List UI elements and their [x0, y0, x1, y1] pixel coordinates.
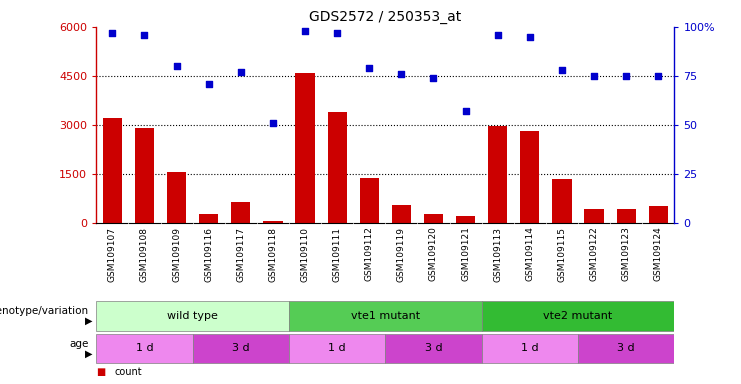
Bar [456, 215, 475, 223]
Text: genotype/variation: genotype/variation [0, 306, 89, 316]
Bar [617, 209, 636, 223]
Bar [199, 214, 219, 223]
Text: 1 d: 1 d [136, 343, 153, 354]
Bar [585, 209, 604, 223]
Bar [328, 112, 347, 223]
Point [299, 28, 311, 34]
Bar [648, 207, 668, 223]
Point [203, 81, 215, 87]
Point [107, 30, 119, 36]
Point [620, 73, 632, 79]
Bar [289, 334, 385, 363]
Text: wild type: wild type [167, 311, 218, 321]
Text: GSM109118: GSM109118 [268, 227, 277, 281]
Bar [231, 202, 250, 223]
Text: GSM109112: GSM109112 [365, 227, 373, 281]
Bar [193, 334, 289, 363]
Bar [482, 334, 578, 363]
Text: GSM109110: GSM109110 [301, 227, 310, 281]
Text: GSM109122: GSM109122 [590, 227, 599, 281]
Text: GSM109115: GSM109115 [557, 227, 566, 281]
Bar [488, 126, 508, 223]
Text: GSM109109: GSM109109 [172, 227, 181, 281]
Bar [359, 178, 379, 223]
Bar [96, 301, 289, 331]
Bar [103, 118, 122, 223]
Point [267, 120, 279, 126]
Text: ■: ■ [96, 367, 105, 377]
Text: GSM109124: GSM109124 [654, 227, 662, 281]
Point [331, 30, 343, 36]
Point [139, 31, 150, 38]
Bar [289, 301, 482, 331]
Title: GDS2572 / 250353_at: GDS2572 / 250353_at [309, 10, 462, 25]
Point [652, 73, 664, 79]
Text: count: count [115, 367, 142, 377]
Text: GSM109114: GSM109114 [525, 227, 534, 281]
Text: 3 d: 3 d [232, 343, 250, 354]
Point [524, 34, 536, 40]
Bar [96, 334, 193, 363]
Bar [385, 334, 482, 363]
Text: GSM109113: GSM109113 [494, 227, 502, 281]
Point [363, 65, 375, 71]
Text: age: age [70, 339, 89, 349]
Bar [135, 128, 154, 223]
Bar [392, 205, 411, 223]
Text: vte2 mutant: vte2 mutant [543, 311, 613, 321]
Text: GSM109108: GSM109108 [140, 227, 149, 281]
Bar [296, 73, 315, 223]
Point [459, 108, 471, 114]
Text: 1 d: 1 d [328, 343, 346, 354]
Point [235, 69, 247, 75]
Text: GSM109116: GSM109116 [205, 227, 213, 281]
Point [170, 63, 182, 69]
Text: 1 d: 1 d [521, 343, 539, 354]
Text: GSM109107: GSM109107 [108, 227, 117, 281]
Bar [167, 172, 186, 223]
Text: GSM109123: GSM109123 [622, 227, 631, 281]
Text: ▶: ▶ [85, 316, 93, 326]
Bar [552, 179, 571, 223]
Text: GSM109121: GSM109121 [461, 227, 470, 281]
Point [428, 75, 439, 81]
Text: 3 d: 3 d [425, 343, 442, 354]
Point [588, 73, 600, 79]
Text: GSM109117: GSM109117 [236, 227, 245, 281]
Text: GSM109111: GSM109111 [333, 227, 342, 281]
Point [396, 71, 408, 77]
Bar [578, 334, 674, 363]
Text: vte1 mutant: vte1 mutant [350, 311, 420, 321]
Text: GSM109120: GSM109120 [429, 227, 438, 281]
Bar [424, 214, 443, 223]
Bar [263, 221, 282, 223]
Bar [520, 131, 539, 223]
Point [492, 31, 504, 38]
Text: GSM109119: GSM109119 [397, 227, 406, 281]
Text: ▶: ▶ [85, 348, 93, 358]
Bar [482, 301, 674, 331]
Text: 3 d: 3 d [617, 343, 635, 354]
Point [556, 67, 568, 73]
